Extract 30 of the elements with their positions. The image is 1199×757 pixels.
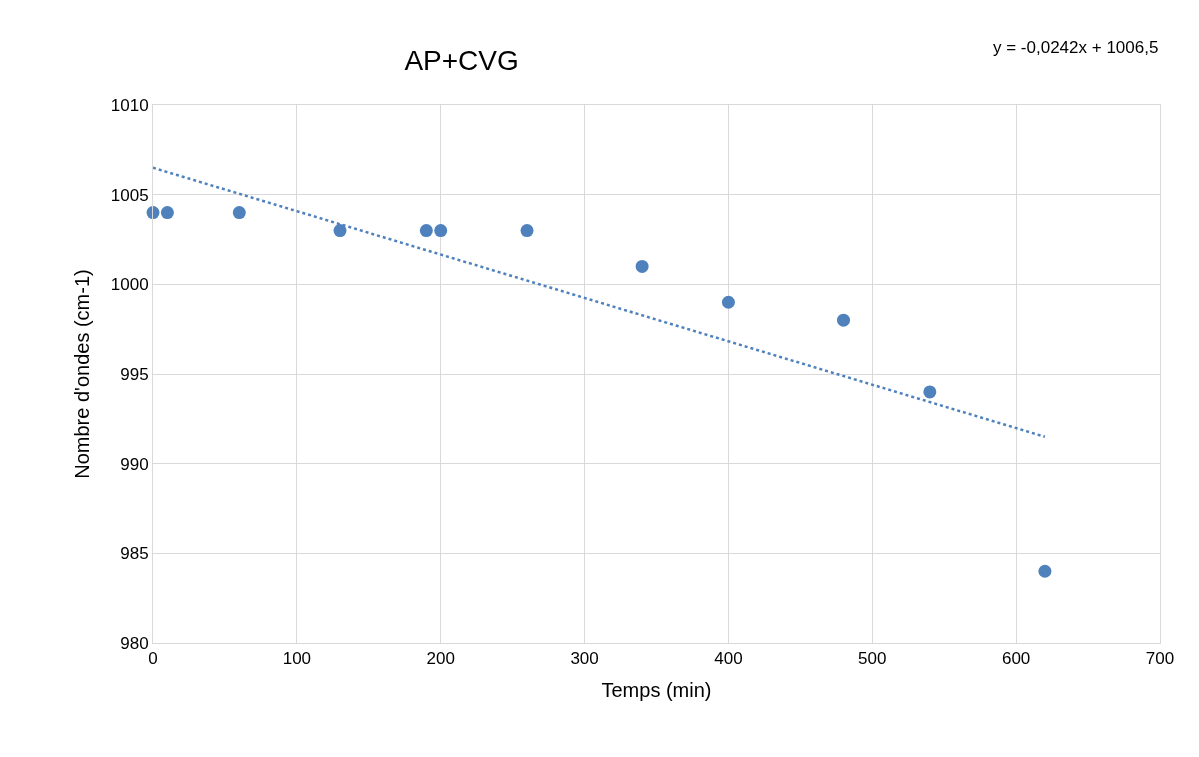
y-tick-label: 980	[120, 633, 149, 653]
point	[232, 206, 246, 220]
x-axis-title: Temps (min)	[601, 678, 712, 701]
y-tick-label: 1005	[110, 185, 149, 205]
point	[837, 313, 851, 327]
y-tick-label: 995	[120, 364, 149, 384]
y-tick-label: 1000	[110, 275, 149, 295]
point	[721, 295, 735, 309]
x-tick-label: 300	[570, 649, 599, 669]
x-tick-label: 500	[858, 649, 887, 669]
x-tick-label: 200	[426, 649, 455, 669]
point	[333, 224, 347, 238]
x-tick-label: 400	[714, 649, 743, 669]
point	[635, 259, 649, 273]
y-tick-label: 1010	[110, 95, 149, 115]
y-tick-label: 985	[120, 544, 149, 564]
point	[434, 224, 448, 238]
x-tick-label: 600	[1001, 649, 1031, 669]
point	[520, 224, 534, 238]
point	[160, 206, 174, 220]
y-axis-title: Nombre d'ondes (cm-1)	[71, 269, 94, 479]
x-tick-label: 700	[1145, 649, 1175, 669]
chart-title: AP+CVG	[404, 45, 519, 77]
y-tick-label: 990	[120, 454, 149, 474]
text: y = -0,0242x + 1006,5	[993, 38, 1159, 57]
point	[923, 385, 937, 399]
x-tick-label: 0	[148, 649, 158, 669]
point	[1038, 564, 1052, 578]
x-tick-label: 100	[282, 649, 312, 669]
point	[419, 224, 433, 238]
